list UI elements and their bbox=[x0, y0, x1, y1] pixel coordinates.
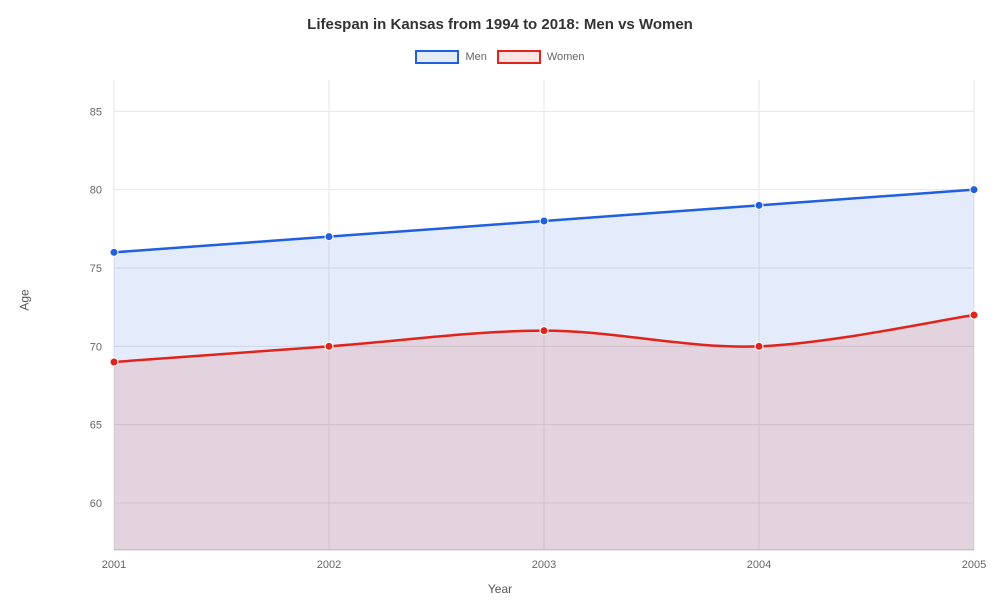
legend-item-women[interactable]: Women bbox=[497, 50, 585, 64]
marker-women[interactable] bbox=[755, 342, 763, 350]
marker-men[interactable] bbox=[110, 248, 118, 256]
x-tick-label: 2001 bbox=[102, 559, 126, 571]
x-tick-label: 2005 bbox=[962, 559, 986, 571]
y-tick-label: 60 bbox=[90, 498, 102, 510]
marker-men[interactable] bbox=[325, 233, 333, 241]
x-tick-label: 2003 bbox=[532, 559, 556, 571]
marker-women[interactable] bbox=[540, 327, 548, 335]
plot-svg: 60657075808520012002200320042005 bbox=[70, 80, 980, 550]
x-tick-label: 2002 bbox=[317, 559, 341, 571]
chart-container: Lifespan in Kansas from 1994 to 2018: Me… bbox=[0, 0, 1000, 600]
legend-label-men: Men bbox=[465, 51, 486, 63]
y-tick-label: 80 bbox=[90, 185, 102, 197]
y-tick-label: 70 bbox=[90, 341, 102, 353]
legend-item-men[interactable]: Men bbox=[415, 50, 486, 64]
y-axis-label: Age bbox=[18, 289, 32, 310]
y-tick-label: 85 bbox=[90, 106, 102, 118]
marker-women[interactable] bbox=[325, 342, 333, 350]
chart-title: Lifespan in Kansas from 1994 to 2018: Me… bbox=[0, 16, 1000, 33]
legend-swatch-women bbox=[497, 50, 541, 64]
legend: Men Women bbox=[0, 50, 1000, 64]
marker-women[interactable] bbox=[970, 311, 978, 319]
legend-label-women: Women bbox=[547, 51, 585, 63]
marker-women[interactable] bbox=[110, 358, 118, 366]
x-axis-label: Year bbox=[0, 582, 1000, 596]
marker-men[interactable] bbox=[755, 201, 763, 209]
marker-men[interactable] bbox=[540, 217, 548, 225]
marker-men[interactable] bbox=[970, 186, 978, 194]
x-tick-label: 2004 bbox=[747, 559, 771, 571]
plot-area: 60657075808520012002200320042005 bbox=[70, 80, 980, 550]
legend-swatch-men bbox=[415, 50, 459, 64]
y-tick-label: 65 bbox=[90, 420, 102, 432]
y-tick-label: 75 bbox=[90, 263, 102, 275]
